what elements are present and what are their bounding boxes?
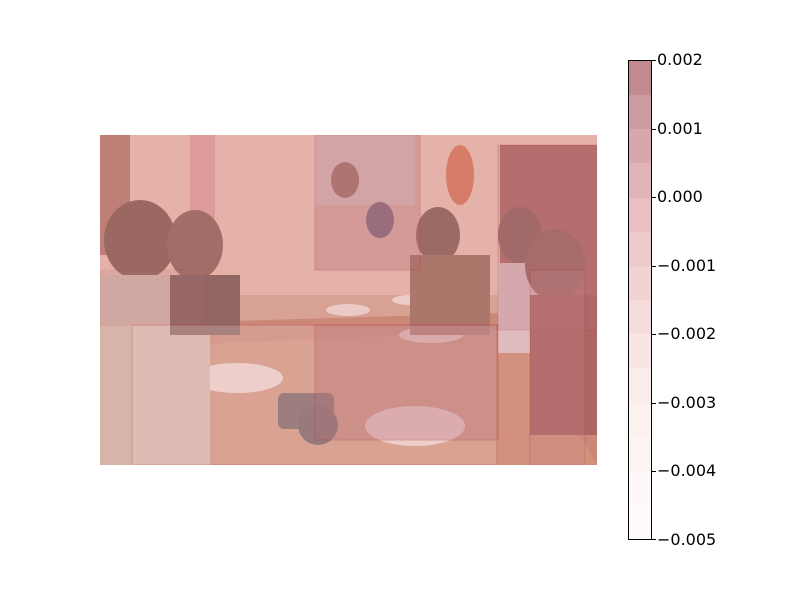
colorbar-gradient	[629, 61, 651, 539]
heatmap-cell	[314, 135, 421, 271]
person-woman-head	[167, 210, 223, 280]
plate	[191, 363, 283, 393]
background-person	[366, 202, 394, 238]
colorbar-tick-mark	[651, 471, 656, 473]
person-man-center-head	[416, 207, 460, 263]
heatmap-cell	[100, 269, 206, 326]
colorbar-step	[629, 231, 651, 266]
colorbar-tick-label: 0.001	[657, 118, 703, 138]
background-person	[331, 162, 359, 198]
colorbar-step	[629, 95, 651, 130]
colorbar-tick-label: 0.000	[657, 187, 703, 207]
colorbar-tick-label: −0.001	[657, 255, 717, 275]
heatmap-overlay-base	[100, 135, 597, 465]
colorbar-step	[629, 61, 651, 96]
colorbar-tick-mark	[651, 60, 656, 61]
colorbar-tick-mark	[651, 265, 656, 267]
colorbar-tick-mark	[651, 334, 656, 336]
colorbar-step	[629, 436, 651, 471]
colorbar-tick-mark	[651, 402, 656, 404]
colorbar-step	[629, 334, 651, 369]
colorbar-step	[629, 368, 651, 403]
colorbar-tick-label: −0.002	[657, 324, 717, 344]
colorbar-tick-label: 0.002	[657, 50, 703, 69]
colorbar-tick-mark	[651, 539, 656, 540]
colorbar-tick-label: −0.003	[657, 392, 717, 412]
colorbar-tick-mark	[651, 128, 656, 130]
colorbar-step	[629, 299, 651, 335]
sky-area	[315, 135, 415, 205]
colorbar	[628, 60, 652, 540]
plate	[326, 304, 370, 316]
camera-lens	[298, 405, 338, 445]
colorbar-tick-label: −0.005	[657, 530, 717, 549]
heatmap-cell	[131, 324, 498, 465]
photo-with-heatmap-overlay	[100, 135, 597, 465]
colorbar-step	[629, 265, 651, 300]
person-woman-right-head	[525, 229, 585, 301]
colorbar-step	[629, 129, 651, 164]
heatmap-cell	[497, 144, 597, 331]
person-woman-right-body	[530, 295, 597, 435]
person-woman-body	[170, 275, 240, 335]
colorbar-tick-label: −0.004	[657, 461, 717, 481]
colorbar-step	[629, 163, 651, 198]
background-person	[446, 145, 474, 205]
colorbar-step	[629, 197, 651, 232]
plate	[365, 406, 465, 446]
colorbar-step	[629, 402, 651, 437]
photo-svg	[100, 135, 597, 465]
person-left-head	[104, 200, 176, 280]
heatmap-cell	[529, 269, 586, 465]
colorbar-step	[629, 470, 651, 505]
colorbar-tick-mark	[651, 197, 656, 199]
colorbar-step	[629, 504, 651, 539]
person-man-center-body	[410, 255, 490, 335]
heatmap-cell	[314, 324, 499, 441]
